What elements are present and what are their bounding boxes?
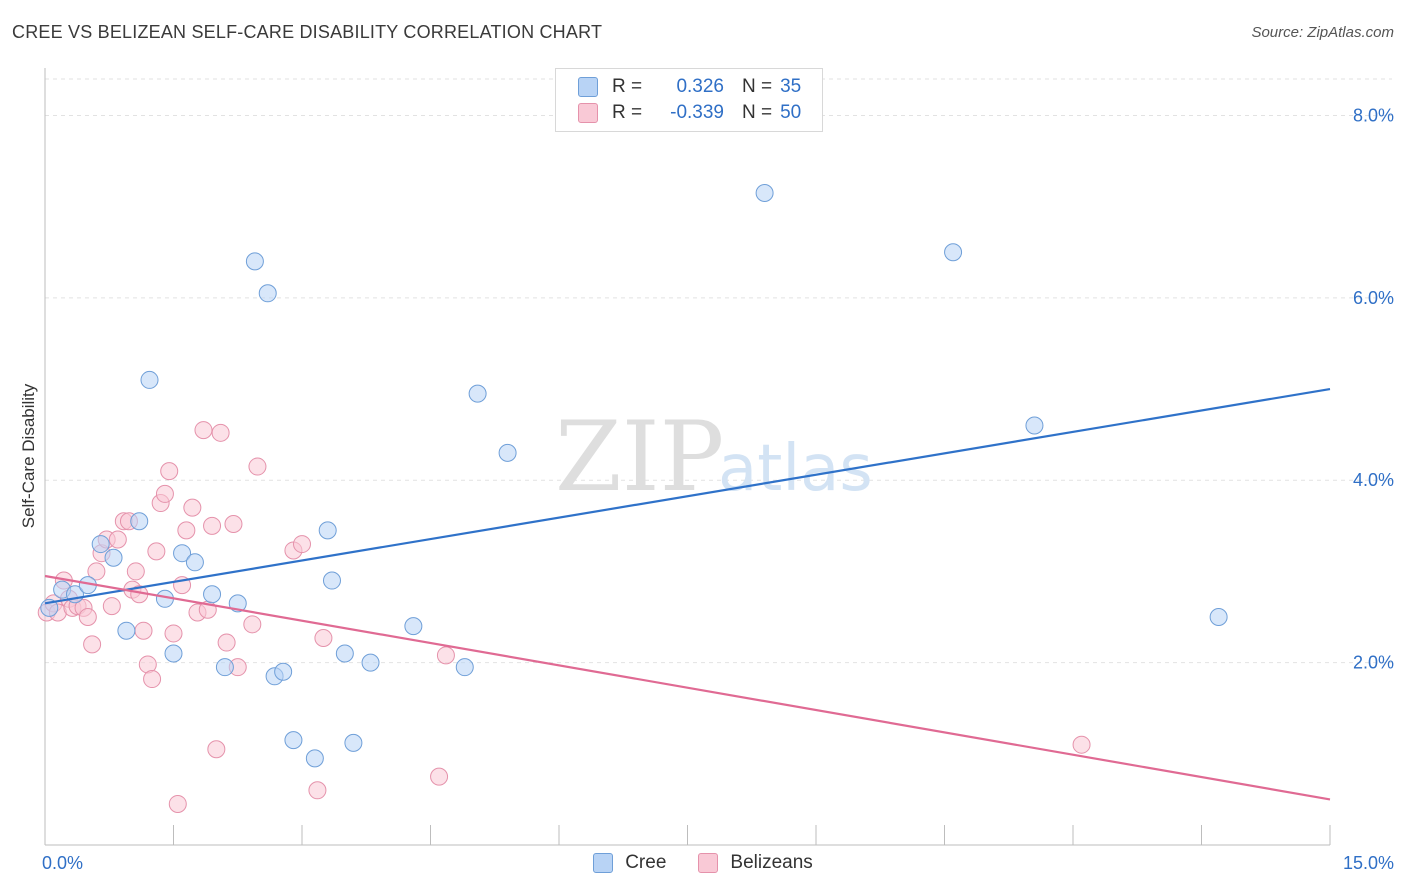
y-tick-label: 8.0% (1353, 105, 1394, 125)
y-tick-labels: 2.0% 4.0% 6.0% 8.0% (1353, 105, 1394, 672)
belizeans-point (293, 535, 311, 554)
cree-point (284, 731, 303, 750)
cree-swatch (593, 853, 614, 873)
belizeans-point (207, 740, 226, 759)
series-legend: Cree Belizeans (0, 852, 1406, 874)
cree-swatch (578, 77, 598, 97)
y-axis-label: Self-Care Disability (19, 383, 38, 528)
cree-point (91, 535, 110, 554)
cree-point (361, 653, 380, 672)
y-tick-label: 6.0% (1353, 288, 1394, 308)
source-label: Source: ZipAtlas.com (1251, 24, 1394, 41)
cree-point (203, 585, 222, 604)
legend-item-cree[interactable]: Cree (593, 852, 666, 874)
belizeans-trend-line (44, 574, 1331, 801)
belizeans-point (430, 767, 449, 786)
belizeans-point (147, 542, 166, 561)
cree-points (40, 183, 1228, 768)
y-tick-label: 4.0% (1353, 470, 1394, 490)
cree-point (1209, 608, 1228, 627)
cree-r-value: 0.326 (676, 76, 724, 97)
cree-point (1025, 416, 1044, 435)
belizeans-point (248, 457, 267, 476)
watermark: ZIP atlas (555, 401, 873, 513)
cree-point (344, 733, 363, 752)
x-tick-label: 15.0% (1343, 853, 1394, 873)
cree-point (258, 284, 277, 303)
cree-legend-label: Cree (625, 852, 667, 873)
grid-lines (45, 78, 1392, 664)
y-tick-label: 2.0% (1353, 653, 1394, 673)
cree-point (40, 598, 59, 617)
cree-point (140, 370, 159, 389)
x-tick-labels: 0.0% 15.0% (42, 853, 1394, 873)
n-label: N = (742, 102, 773, 123)
n-label: N = (742, 76, 773, 97)
cree-point (117, 621, 136, 640)
belizeans-swatch (698, 853, 719, 873)
belizeans-point (194, 421, 213, 440)
belizeans-point (203, 516, 222, 535)
chart-title: CREE VS BELIZEAN SELF-CARE DISABILITY CO… (12, 22, 603, 42)
belizeans-point (1072, 735, 1091, 754)
legend-item-belizeans[interactable]: Belizeans (698, 852, 813, 874)
belizeans-point (78, 608, 97, 627)
belizeans-point (164, 624, 183, 643)
belizeans-point (183, 498, 202, 517)
belizeans-point (126, 562, 145, 581)
belizeans-point (436, 646, 455, 665)
axes (44, 68, 1331, 846)
belizeans-point (102, 597, 121, 616)
belizeans-point (160, 462, 179, 481)
cree-trend-line (44, 387, 1331, 605)
cree-point (335, 644, 354, 663)
belizeans-point (314, 628, 333, 647)
belizeans-point (243, 615, 262, 634)
belizeans-n-value: 50 (780, 102, 802, 123)
belizeans-point (155, 484, 174, 503)
trend-lines (44, 387, 1331, 801)
cree-n-value: 35 (780, 76, 802, 97)
belizeans-swatch (578, 103, 598, 123)
cree-point (404, 617, 423, 636)
legend-row-belizeans: R = -0.339 N = 50 (578, 101, 819, 125)
belizeans-point (168, 794, 187, 813)
cree-point (305, 749, 324, 768)
belizeans-point (134, 621, 153, 640)
cree-point (215, 658, 234, 677)
r-label: R = (612, 76, 643, 97)
cree-point (455, 658, 474, 677)
cree-point (104, 548, 123, 567)
belizeans-point (211, 423, 230, 442)
r-label: R = (612, 102, 643, 123)
cree-point (322, 571, 341, 590)
belizeans-point (83, 635, 102, 654)
cree-point (318, 521, 337, 540)
belizeans-point (177, 521, 196, 540)
belizeans-point (308, 781, 327, 800)
x-tick-label: 0.0% (42, 853, 83, 873)
belizeans-legend-label: Belizeans (730, 852, 813, 873)
cree-point (130, 512, 149, 531)
cree-point (185, 553, 204, 572)
cree-point (164, 644, 183, 663)
belizeans-point (108, 530, 127, 549)
correlation-legend: R = 0.326 N = 35 R = -0.339 N = 50 (555, 68, 823, 132)
belizeans-point (217, 633, 236, 652)
cree-point (173, 544, 192, 563)
cree-point (228, 594, 247, 613)
cree-point (755, 183, 774, 202)
belizeans-r-value: -0.339 (670, 102, 724, 123)
belizeans-point (224, 515, 243, 534)
cree-point (274, 662, 293, 681)
cree-point (245, 252, 264, 271)
belizeans-point (87, 562, 106, 581)
legend-row-cree: R = 0.326 N = 35 (578, 75, 819, 99)
cree-point (468, 384, 487, 403)
cree-point (498, 443, 517, 462)
cree-point (944, 243, 963, 262)
belizeans-point (143, 670, 162, 689)
watermark-zip: ZIP (555, 401, 724, 513)
